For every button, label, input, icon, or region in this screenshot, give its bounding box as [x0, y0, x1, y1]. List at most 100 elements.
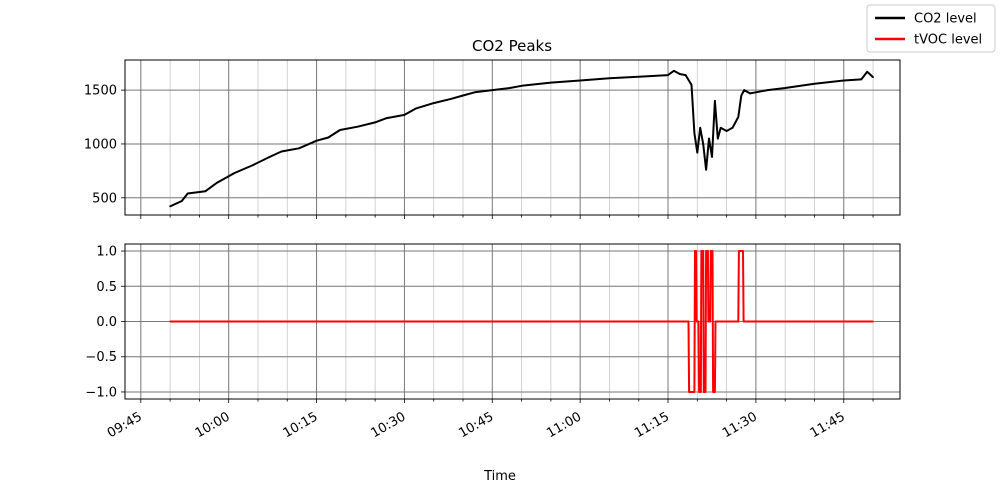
- x-tick-label: 11:45: [808, 409, 848, 441]
- x-tick-label: 11:30: [720, 409, 760, 441]
- data-point: [450, 98, 453, 100]
- data-point: [673, 70, 675, 72]
- x-tick-label: 11:15: [632, 409, 672, 441]
- data-point: [694, 250, 696, 252]
- x-tick-label: 11:00: [544, 409, 584, 441]
- data-point: [737, 320, 740, 323]
- data-point: [315, 139, 318, 142]
- data-point: [688, 391, 690, 393]
- data-point: [473, 91, 476, 94]
- data-point: [251, 164, 253, 167]
- data-point: [695, 320, 698, 323]
- data-point: [216, 181, 218, 184]
- x-tick-label: 10:30: [368, 409, 408, 441]
- data-point: [755, 91, 757, 94]
- y-tick-label: −1.0: [85, 385, 117, 400]
- data-point: [415, 107, 417, 110]
- data-point: [298, 147, 300, 150]
- data-point: [703, 391, 705, 393]
- data-point: [714, 391, 716, 393]
- data-point: [181, 200, 183, 202]
- y-tick-label: −0.5: [85, 350, 117, 365]
- data-point: [403, 114, 406, 116]
- data-point: [695, 250, 697, 252]
- y-tick-label: 1000: [84, 137, 117, 152]
- data-point: [749, 92, 751, 95]
- data-point: [712, 391, 714, 393]
- data-point: [705, 169, 707, 171]
- data-point: [843, 79, 845, 82]
- data-point: [520, 85, 523, 87]
- data-point: [684, 74, 687, 76]
- data-point: [687, 320, 690, 323]
- legend-label-tvoc: tVOC level: [914, 33, 982, 48]
- data-point: [550, 81, 552, 84]
- y-tick-label: 0.0: [96, 315, 117, 330]
- data-point: [698, 391, 700, 393]
- plot-frame: [124, 243, 901, 400]
- data-point: [186, 192, 189, 195]
- data-point: [509, 87, 511, 89]
- data-point: [719, 127, 722, 129]
- data-point: [707, 250, 709, 252]
- data-point: [356, 125, 359, 128]
- data-point: [709, 320, 711, 323]
- data-point: [872, 320, 874, 323]
- data-point: [699, 127, 701, 129]
- data-point: [462, 94, 464, 97]
- data-point: [697, 320, 700, 323]
- data-point: [714, 100, 716, 102]
- data-point: [637, 75, 640, 78]
- data-layer: [169, 69, 874, 393]
- data-point: [710, 250, 712, 252]
- data-point: [608, 77, 611, 80]
- data-point: [717, 137, 719, 140]
- data-point: [690, 84, 693, 86]
- data-point: [742, 320, 745, 323]
- data-point: [268, 156, 271, 158]
- data-point: [872, 76, 874, 78]
- x-tick-label: 10:15: [281, 409, 321, 441]
- x-tick-label: 10:00: [193, 409, 233, 441]
- data-point: [693, 132, 696, 134]
- data-point: [740, 94, 743, 97]
- data-point: [700, 250, 703, 252]
- data-point: [705, 250, 707, 252]
- data-point: [693, 391, 696, 393]
- data-point: [327, 136, 330, 139]
- data-point: [204, 190, 207, 193]
- data-point: [227, 175, 230, 178]
- data-point: [704, 391, 707, 393]
- data-point: [491, 89, 494, 91]
- data-point: [678, 73, 681, 75]
- data-point: [169, 205, 171, 208]
- legend: CO2 level tVOC level: [866, 4, 996, 53]
- data-point: [702, 143, 704, 145]
- plot-frame: [124, 59, 901, 216]
- data-point: [339, 129, 341, 131]
- data-point: [280, 150, 283, 153]
- data-point: [432, 102, 435, 104]
- chart-title: CO2 Peaks: [472, 37, 552, 55]
- x-tick-label: 10:45: [456, 409, 496, 441]
- x-axis-label: Time: [483, 469, 516, 484]
- data-point: [700, 391, 702, 393]
- data-point: [667, 74, 669, 76]
- data-point: [233, 172, 236, 174]
- data-point: [711, 156, 713, 158]
- data-point: [386, 117, 388, 119]
- data-point: [860, 78, 863, 81]
- data-point: [169, 320, 171, 323]
- data-point: [731, 127, 734, 129]
- data-point: [742, 250, 744, 252]
- data-point: [714, 320, 717, 323]
- x-tick-label: 09:45: [105, 409, 145, 441]
- data-point: [813, 82, 816, 85]
- data-point: [738, 250, 740, 252]
- y-tick-label: 1.0: [96, 245, 117, 260]
- y-tick-label: 0.5: [96, 280, 117, 295]
- y-tick-label: 1500: [84, 84, 117, 99]
- data-point: [866, 71, 868, 73]
- data-point: [743, 89, 745, 91]
- data-point: [708, 137, 710, 140]
